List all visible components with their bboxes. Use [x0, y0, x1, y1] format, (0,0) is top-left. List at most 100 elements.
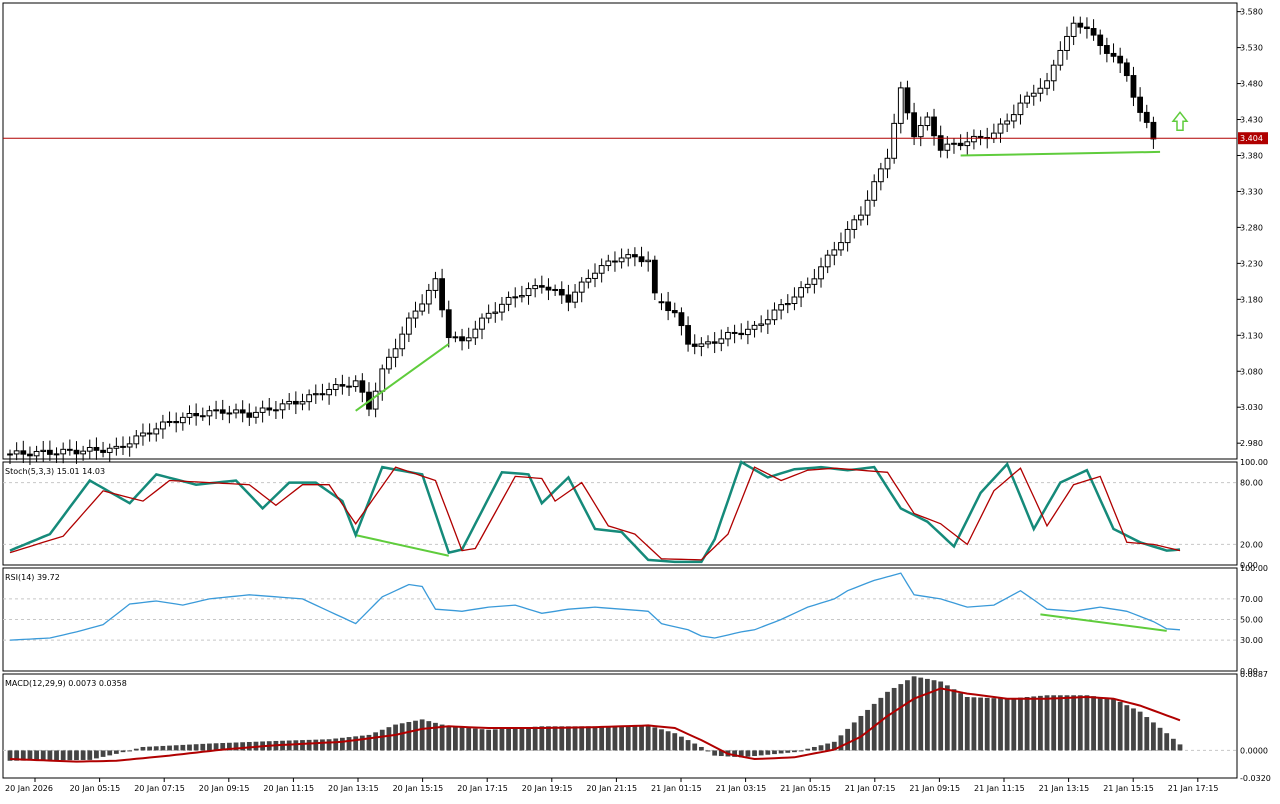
stoch-divergence-line: [355, 534, 449, 557]
bull-candle: [811, 278, 818, 285]
macd-histogram-bar: [652, 727, 658, 751]
macd-histogram-bar: [193, 744, 199, 751]
main-pane-frame: [2, 2, 1238, 460]
bear-candle: [904, 87, 911, 114]
macd-histogram-bar: [978, 697, 983, 751]
macd-histogram-bar: [758, 750, 764, 756]
time-tick-label: 20 Jan 13:15: [328, 784, 379, 793]
macd-histogram-bar: [632, 725, 638, 751]
time-tick-label: 21 Jan 09:15: [909, 784, 960, 793]
macd-histogram-bar: [532, 726, 538, 751]
bull-candle: [160, 421, 166, 430]
macd-histogram-bar: [718, 750, 724, 757]
macd-histogram-bar: [446, 726, 452, 751]
macd-histogram-bar: [625, 725, 631, 751]
macd-histogram-bar: [320, 739, 325, 751]
macd-histogram-bar: [34, 750, 39, 761]
bull-candle: [53, 453, 60, 456]
macd-histogram-bar: [858, 715, 864, 751]
macd-histogram-bar: [964, 697, 970, 751]
bull-candle: [80, 450, 87, 455]
macd-histogram-bar: [679, 736, 684, 751]
time-tick-label: 20 Jan 09:15: [199, 784, 250, 793]
macd-histogram-bar: [87, 750, 93, 760]
macd-histogram-bar: [67, 750, 73, 761]
bull-candle: [1010, 114, 1017, 122]
bull-candle: [233, 409, 239, 414]
bull-candle: [419, 303, 426, 312]
bull-candle: [745, 328, 751, 336]
bull-candle: [213, 409, 219, 412]
macd-histogram-bar: [472, 728, 478, 751]
bull-candle: [259, 407, 266, 413]
macd-histogram-bar: [526, 727, 531, 751]
macd-histogram-bar: [300, 740, 305, 751]
bear-candle: [1143, 111, 1150, 123]
bull-candle: [592, 272, 598, 279]
stoch-main-line: [9, 460, 1181, 564]
rsi-tick-label: 50.00: [1240, 616, 1263, 625]
macd-histogram-bar: [120, 750, 126, 753]
macd-histogram-bar: [213, 743, 219, 751]
bear-candle: [558, 288, 565, 296]
bear-candle: [977, 135, 984, 139]
macd-histogram-bar: [160, 745, 166, 751]
macd-histogram-bar: [672, 733, 678, 751]
macd-histogram-bar: [1038, 695, 1043, 751]
macd-histogram-bar: [433, 722, 438, 751]
macd-histogram-bar: [453, 726, 458, 751]
macd-histogram-bar: [353, 736, 359, 751]
macd-histogram-bar: [1011, 698, 1017, 751]
macd-histogram-bar: [1024, 697, 1030, 751]
main-divergence-line: [355, 343, 450, 412]
bull-candle: [179, 416, 186, 424]
bear-candle: [565, 294, 572, 303]
bull-candle: [764, 319, 771, 325]
price-tick-label: 3.580: [1240, 8, 1263, 17]
current-price-tag: [1238, 132, 1268, 145]
macd-histogram-bar: [333, 738, 339, 751]
macd-histogram-bar: [792, 750, 797, 753]
bull-candle: [705, 341, 711, 345]
bull-candle: [186, 412, 193, 418]
macd-histogram-bar: [47, 750, 53, 761]
macd-histogram-bar: [1170, 738, 1176, 751]
macd-histogram-bar: [113, 750, 119, 754]
macd-histogram-bar: [645, 725, 651, 751]
time-tick-label: 20 Jan 21:15: [586, 784, 637, 793]
macd-histogram-bar: [938, 681, 944, 751]
bull-candle: [778, 304, 785, 311]
bear-candle: [193, 412, 200, 417]
macd-histogram-bar: [798, 750, 804, 752]
macd-histogram-bar: [898, 684, 904, 751]
bear-candle: [911, 112, 917, 138]
bear-candle: [120, 445, 126, 448]
bear-candle: [937, 135, 944, 151]
macd-histogram-bar: [592, 726, 598, 751]
buy-arrow-icon: [1171, 111, 1189, 132]
bear-candle: [1090, 28, 1097, 36]
macd-histogram-bar: [226, 742, 232, 751]
macd-histogram-bar: [133, 748, 139, 751]
macd-histogram-bar: [326, 739, 332, 751]
bull-candle: [452, 336, 459, 339]
bear-candle: [173, 420, 180, 424]
bull-candle: [279, 403, 286, 411]
macd-histogram-bar: [911, 676, 917, 751]
stoch-signal-line: [9, 466, 1181, 561]
bull-candle: [405, 317, 412, 335]
bull-candle: [153, 428, 160, 435]
bull-candle: [771, 309, 778, 321]
macd-histogram-bar: [426, 721, 432, 751]
macd-histogram-bar: [732, 750, 737, 757]
main-divergence-line: [960, 150, 1161, 157]
macd-histogram-bar: [74, 750, 79, 761]
macd-histogram-bar: [419, 719, 425, 751]
macd-histogram-bar: [1157, 727, 1163, 751]
macd-histogram-bar: [386, 727, 392, 751]
bear-candle: [66, 448, 73, 451]
macd-histogram-bar: [80, 750, 86, 760]
bear-candle: [246, 412, 253, 418]
bear-candle: [219, 409, 226, 414]
